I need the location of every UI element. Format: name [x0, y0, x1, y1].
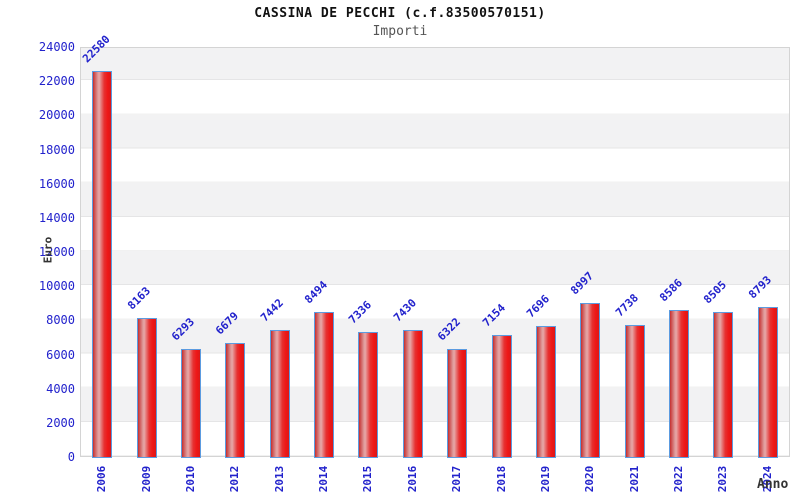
x-tick-label: 2019 — [538, 465, 552, 493]
y-axis-title: Euro — [41, 236, 55, 264]
bar — [447, 348, 468, 458]
y-tick-label: 16000 — [38, 176, 75, 191]
bar — [402, 330, 423, 458]
bar — [669, 310, 690, 458]
bar — [757, 306, 778, 458]
x-tick-label: 2013 — [272, 465, 286, 493]
bar — [358, 331, 379, 458]
x-axis-title: Anno — [757, 477, 789, 492]
bar — [624, 324, 645, 458]
bar — [225, 342, 246, 458]
bar — [314, 311, 335, 458]
x-tick-label: 2017 — [450, 465, 464, 493]
x-tick-label: 2015 — [361, 465, 375, 493]
bar — [269, 329, 290, 458]
chart-subtitle: Importi — [372, 24, 428, 39]
x-tick-label: 2023 — [716, 465, 730, 493]
x-tick-label: 2021 — [627, 465, 641, 493]
bar — [491, 334, 512, 458]
x-tick-label: 2010 — [183, 465, 197, 493]
bar — [92, 71, 113, 458]
x-tick-label: 2020 — [583, 465, 597, 493]
bar — [713, 311, 734, 458]
x-tick-label: 2018 — [494, 465, 508, 493]
y-tick-label: 10000 — [38, 279, 75, 294]
y-tick-label: 22000 — [38, 74, 75, 89]
bar — [136, 317, 157, 458]
y-tick-label: 4000 — [46, 381, 75, 396]
x-tick-label: 2012 — [228, 465, 242, 493]
bar — [535, 325, 556, 458]
y-tick-label: 14000 — [38, 210, 75, 225]
y-tick-label: 12000 — [38, 245, 75, 259]
y-tick-label: 6000 — [46, 347, 75, 362]
bar — [180, 349, 201, 458]
chart-title: CASSINA DE PECCHI (c.f.83500570151) — [254, 6, 546, 21]
x-tick-label: 2006 — [95, 465, 109, 493]
x-tick-label: 2022 — [672, 465, 686, 493]
y-tick-label: 20000 — [38, 108, 75, 123]
x-tick-label: 2014 — [317, 465, 331, 493]
x-tick-label: 2016 — [405, 465, 419, 493]
bar — [580, 303, 601, 458]
y-tick-label: 18000 — [38, 142, 75, 157]
y-tick-label: 2000 — [46, 415, 75, 430]
y-tick-label: 8000 — [46, 313, 75, 328]
y-tick-label: 0 — [67, 450, 75, 464]
y-tick-label: 24000 — [38, 40, 75, 54]
x-tick-label: 2009 — [139, 465, 153, 493]
